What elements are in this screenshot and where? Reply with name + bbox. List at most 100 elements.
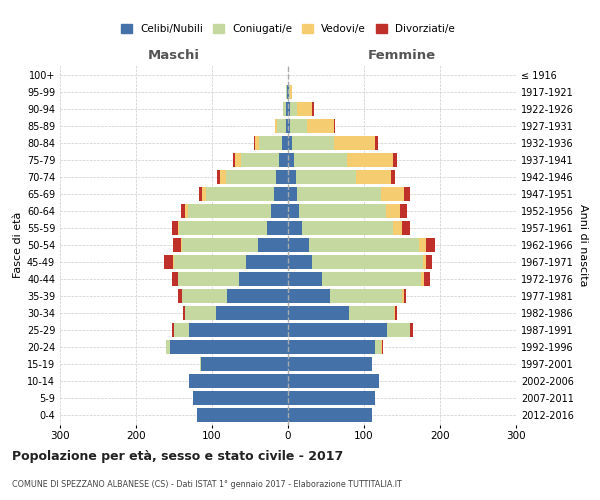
Bar: [189, 374, 288, 388]
Bar: [402, 289, 404, 303]
Bar: [404, 187, 410, 201]
Bar: [206, 187, 274, 201]
Bar: [376, 340, 382, 354]
Text: Femmine: Femmine: [368, 48, 436, 62]
Bar: [307, 119, 334, 133]
Y-axis label: Anni di nascita: Anni di nascita: [578, 204, 588, 286]
Bar: [387, 323, 410, 337]
Bar: [174, 255, 246, 269]
Bar: [256, 136, 259, 150]
Bar: [404, 289, 406, 303]
Bar: [386, 204, 400, 218]
Bar: [422, 255, 425, 269]
Bar: [309, 238, 419, 252]
Bar: [297, 102, 313, 116]
Bar: [381, 187, 404, 201]
Bar: [288, 238, 309, 252]
Bar: [185, 204, 188, 218]
Bar: [172, 221, 178, 235]
Bar: [279, 153, 288, 167]
Bar: [200, 357, 288, 371]
Bar: [286, 85, 287, 99]
Bar: [283, 102, 286, 116]
Bar: [172, 272, 178, 286]
Bar: [274, 187, 288, 201]
Bar: [241, 153, 279, 167]
Bar: [239, 272, 288, 286]
Bar: [294, 153, 347, 167]
Bar: [172, 323, 174, 337]
Bar: [313, 102, 314, 116]
Bar: [178, 221, 179, 235]
Bar: [391, 170, 395, 184]
Legend: Celibi/Nubili, Coniugati/e, Vedovi/e, Divorziati/e: Celibi/Nubili, Coniugati/e, Vedovi/e, Di…: [117, 20, 459, 38]
Bar: [288, 187, 297, 201]
Bar: [393, 221, 402, 235]
Bar: [181, 204, 185, 218]
Bar: [288, 136, 292, 150]
Bar: [178, 272, 239, 286]
Bar: [299, 204, 386, 218]
Bar: [402, 221, 410, 235]
Bar: [178, 289, 182, 303]
Bar: [276, 170, 288, 184]
Bar: [288, 306, 349, 320]
Bar: [275, 119, 277, 133]
Bar: [334, 136, 376, 150]
Bar: [334, 119, 335, 133]
Bar: [220, 170, 226, 184]
Bar: [181, 238, 182, 252]
Bar: [292, 136, 334, 150]
Bar: [296, 170, 356, 184]
Bar: [193, 391, 288, 405]
Bar: [233, 153, 235, 167]
Bar: [290, 102, 297, 116]
Bar: [393, 153, 397, 167]
Bar: [235, 153, 241, 167]
Bar: [322, 272, 421, 286]
Bar: [288, 391, 376, 405]
Bar: [226, 170, 276, 184]
Bar: [356, 170, 391, 184]
Text: Maschi: Maschi: [148, 48, 200, 62]
Bar: [170, 340, 288, 354]
Bar: [227, 289, 288, 303]
Bar: [288, 221, 302, 235]
Bar: [182, 238, 257, 252]
Bar: [371, 357, 373, 371]
Bar: [376, 136, 379, 150]
Bar: [189, 323, 288, 337]
Bar: [277, 119, 286, 133]
Bar: [421, 272, 424, 286]
Bar: [288, 272, 322, 286]
Bar: [199, 187, 202, 201]
Bar: [174, 323, 189, 337]
Bar: [419, 238, 425, 252]
Bar: [425, 238, 434, 252]
Bar: [288, 85, 289, 99]
Bar: [271, 204, 288, 218]
Bar: [282, 136, 288, 150]
Bar: [288, 170, 296, 184]
Bar: [288, 255, 313, 269]
Bar: [217, 170, 220, 184]
Bar: [246, 255, 288, 269]
Bar: [166, 340, 170, 354]
Bar: [254, 136, 256, 150]
Bar: [185, 306, 216, 320]
Bar: [425, 255, 431, 269]
Bar: [288, 289, 330, 303]
Bar: [287, 85, 288, 99]
Bar: [288, 102, 290, 116]
Bar: [286, 119, 288, 133]
Bar: [202, 187, 206, 201]
Bar: [297, 187, 381, 201]
Bar: [286, 102, 288, 116]
Bar: [288, 153, 294, 167]
Bar: [173, 255, 174, 269]
Bar: [188, 204, 271, 218]
Bar: [259, 136, 282, 150]
Bar: [290, 85, 292, 99]
Bar: [164, 255, 173, 269]
Bar: [289, 85, 290, 99]
